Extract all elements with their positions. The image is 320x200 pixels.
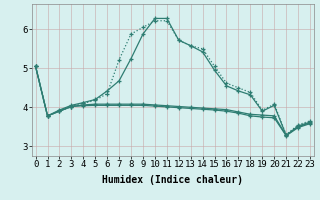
X-axis label: Humidex (Indice chaleur): Humidex (Indice chaleur) xyxy=(102,175,243,185)
